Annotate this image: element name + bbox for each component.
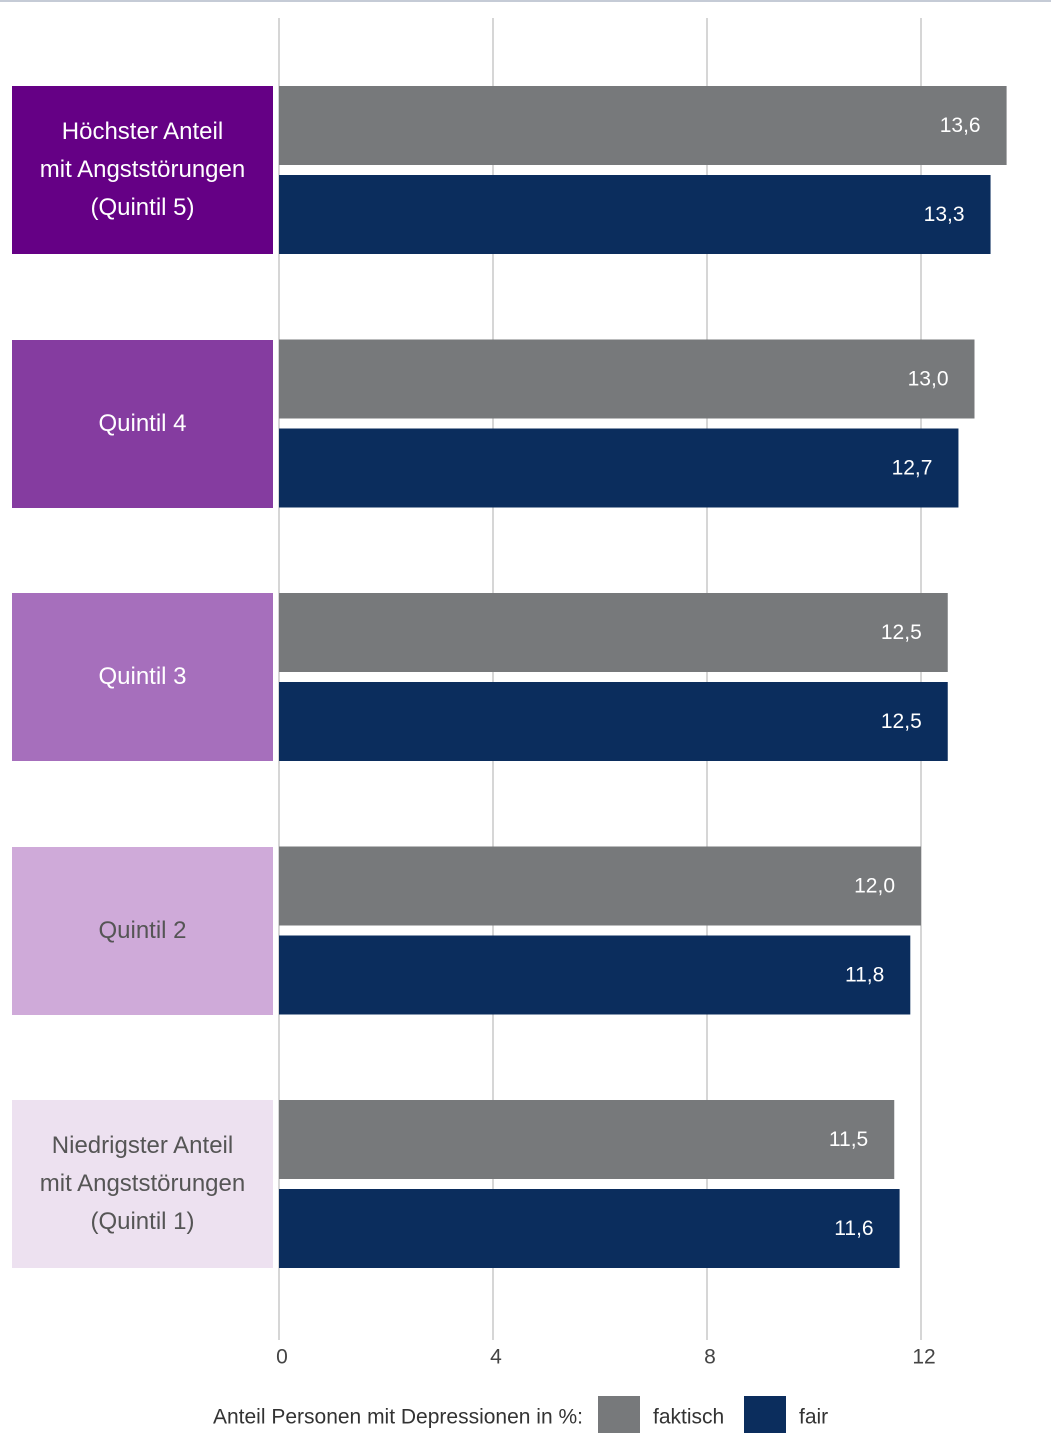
bar xyxy=(279,846,921,926)
x-tick-label: 0 xyxy=(276,1346,288,1369)
legend-label: faktisch xyxy=(653,1406,724,1429)
bar xyxy=(279,339,975,419)
category-label: Quintil 3 xyxy=(12,593,273,761)
bar xyxy=(279,175,991,254)
value-label: 11,5 xyxy=(829,1128,868,1151)
bar xyxy=(279,1100,895,1179)
legend-title: Anteil Personen mit Depressionen in %: xyxy=(213,1406,583,1429)
bar xyxy=(279,1189,900,1268)
legend-label: fair xyxy=(799,1406,828,1429)
legend-swatch xyxy=(598,1396,640,1433)
value-label: 13,6 xyxy=(940,114,981,137)
value-label: 12,7 xyxy=(892,457,933,480)
bar xyxy=(279,682,948,761)
x-tick-label: 12 xyxy=(912,1346,935,1369)
value-label: 13,3 xyxy=(924,203,965,226)
legend-swatch xyxy=(744,1396,786,1433)
bar xyxy=(279,593,948,672)
value-label: 11,8 xyxy=(845,964,884,987)
value-label: 12,5 xyxy=(881,710,922,733)
value-label: 12,5 xyxy=(881,621,922,644)
value-label: 11,6 xyxy=(834,1217,873,1240)
bar xyxy=(279,428,959,508)
x-tick-label: 8 xyxy=(704,1346,716,1369)
bar xyxy=(279,86,1007,165)
category-label: Quintil 2 xyxy=(12,846,273,1015)
category-label: Quintil 4 xyxy=(12,339,273,508)
value-label: 12,0 xyxy=(854,875,895,898)
value-label: 13,0 xyxy=(908,368,949,391)
x-tick-label: 4 xyxy=(490,1346,502,1369)
category-label: Höchster Anteil mit Angststörungen (Quin… xyxy=(12,86,273,254)
bar xyxy=(279,935,911,1015)
category-label: Niedrigster Anteil mit Angststörungen (Q… xyxy=(12,1100,273,1268)
